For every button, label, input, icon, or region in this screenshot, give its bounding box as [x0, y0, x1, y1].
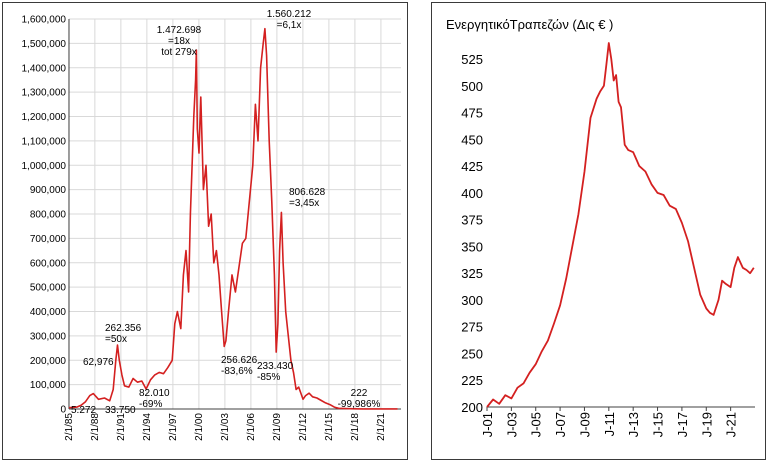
x-tick-label: 2/1/00 — [194, 413, 205, 441]
x-tick-label: J-01 — [480, 412, 495, 437]
series-line — [68, 27, 398, 410]
x-tick-label: J-19 — [699, 412, 714, 437]
x-tick-label: 2/1/85 — [64, 413, 75, 441]
x-tick-label: 2/1/12 — [298, 413, 309, 441]
y-tick-label: 325 — [461, 266, 483, 281]
y-tick-label: 1,400,000 — [22, 63, 67, 74]
data-annotation: 222 — [351, 388, 368, 399]
x-tick-label: 2/1/97 — [168, 413, 179, 441]
x-tick-label: J-07 — [553, 412, 568, 437]
x-tick-label: J-17 — [675, 412, 690, 437]
y-tick-label: 450 — [461, 132, 483, 147]
x-tick-label: 2/1/09 — [272, 413, 283, 441]
y-tick-label: 250 — [461, 346, 483, 361]
y-tick-label: 275 — [461, 320, 483, 335]
data-annotation: 233.430 — [257, 361, 294, 372]
x-tick-label: 2/1/03 — [220, 413, 231, 441]
y-tick-label: 400 — [461, 186, 483, 201]
data-annotation: =3,45x — [289, 198, 319, 209]
y-tick-label: 525 — [461, 52, 483, 67]
y-tick-label: 1,200,000 — [22, 112, 67, 123]
left-chart-panel: 0 100,000 200,000 300,000 400,000 500,000 600,… — [2, 2, 408, 460]
y-tick-label: 1,500,000 — [22, 39, 67, 50]
y-tick-label: 900,000 — [30, 185, 67, 196]
data-annotation: 256.626 — [221, 355, 258, 366]
x-tick-label: J-11 — [602, 412, 617, 436]
x-tick-label: 2/1/06 — [246, 413, 257, 441]
left-chart: 0 100,000 200,000 300,000 400,000 500,000 600,… — [22, 9, 401, 441]
x-tick-label: 2/1/21 — [376, 413, 387, 441]
x-tick-label: J-09 — [577, 412, 592, 437]
data-annotation: =18x — [168, 36, 190, 47]
y-tick-label: 600,000 — [30, 258, 67, 269]
data-annotation: 1.472.698 — [157, 25, 202, 36]
y-tick-label: 500,000 — [30, 283, 67, 294]
y-tick-label: 1,000,000 — [22, 161, 67, 172]
data-annotation: -69% — [139, 399, 162, 410]
data-annotation: 262.356 — [105, 323, 142, 334]
y-tick-label: 800,000 — [30, 210, 67, 221]
right-chart-panel: ΕνεργητικόΤραπεζών (Δις € ) 200 225 250 275 3… — [431, 2, 766, 460]
y-tick-label: 1,600,000 — [22, 15, 67, 26]
data-annotation: 33.750 — [105, 405, 136, 416]
x-tick-label: 2/1/18 — [350, 413, 361, 441]
x-tick-label: 2/1/91 — [116, 413, 127, 441]
data-annotation: 5.272 — [71, 405, 96, 416]
data-annotation: -85% — [257, 372, 280, 383]
y-tick-label: 300 — [461, 293, 483, 308]
y-tick-label: 425 — [461, 159, 483, 174]
y-tick-label: 375 — [461, 213, 483, 228]
x-tick-label: 2/1/88 — [90, 413, 101, 441]
y-tick-label: 700,000 — [30, 234, 67, 245]
y-tick-label: 400,000 — [30, 307, 67, 318]
series-line — [486, 42, 755, 408]
y-tick-label: 300,000 — [30, 331, 67, 342]
data-annotation: =50x — [105, 334, 127, 345]
y-tick-label: 200,000 — [30, 356, 67, 367]
x-tick-label: J-21 — [724, 412, 739, 437]
y-tick-label: 350 — [461, 239, 483, 254]
data-annotation: =6,1x — [277, 20, 302, 31]
x-tick-label: J-13 — [626, 412, 641, 437]
data-annotation: -83,6% — [221, 366, 253, 377]
y-tick-label: 100,000 — [30, 380, 67, 391]
x-tick-label: 2/1/94 — [142, 413, 153, 441]
data-annotation: 806.628 — [289, 187, 326, 198]
y-tick-label: 225 — [461, 373, 483, 388]
chart-title: ΕνεργητικόΤραπεζών (Δις € ) — [446, 17, 613, 32]
x-tick-label: J-15 — [651, 412, 666, 437]
y-tick-label: 0 — [60, 405, 66, 416]
y-tick-label: 500 — [461, 79, 483, 94]
data-annotation: -99,986% — [338, 399, 381, 410]
y-tick-label: 1,300,000 — [22, 88, 67, 99]
right-chart: ΕνεργητικόΤραπεζών (Δις € ) 200 225 250 275 3… — [446, 17, 755, 437]
x-tick-label: J-03 — [504, 412, 519, 437]
data-annotation: 82.010 — [139, 388, 170, 399]
x-tick-label: 2/1/15 — [324, 413, 335, 441]
data-annotation: 62,976 — [83, 357, 114, 368]
data-annotation: 1.560.212 — [267, 9, 312, 20]
y-tick-label: 200 — [461, 400, 483, 415]
x-tick-label: J-05 — [529, 412, 544, 437]
y-tick-label: 475 — [461, 106, 483, 121]
y-tick-label: 1,100,000 — [22, 136, 67, 147]
data-annotation: tot 279x — [161, 47, 197, 58]
